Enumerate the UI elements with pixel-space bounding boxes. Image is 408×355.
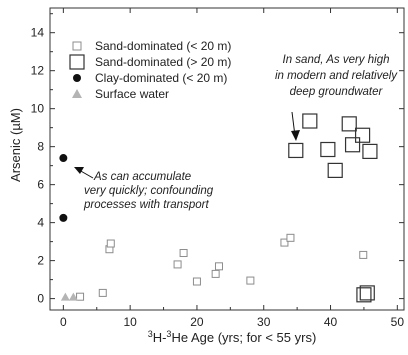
plot-frame <box>49 7 405 311</box>
legend-label-clay: Clay-dominated (< 20 m) <box>95 71 227 85</box>
legend: Sand-dominated (< 20 m) Sand-dominated (… <box>69 39 231 101</box>
annotation-clay-line-1: As can accumulate <box>93 171 191 183</box>
y-tick-label: 12 <box>31 64 45 78</box>
data-point-series-1 <box>344 137 361 153</box>
data-point-series-1 <box>327 162 343 178</box>
y-tick-label: 0 <box>37 292 44 306</box>
y-axis-label: Arsenic (µM) <box>8 108 23 182</box>
annotation-sand-arrowhead <box>291 130 300 141</box>
legend-label-sand-deep: Sand-dominated (> 20 m) <box>95 55 231 69</box>
data-point-series-0 <box>280 238 289 247</box>
annotation-clay-line-2: very quickly; confounding <box>84 185 214 197</box>
y-tick-label: 2 <box>37 254 44 268</box>
legend-marker-surface-water <box>72 89 82 98</box>
x-tick-label: 40 <box>324 315 338 329</box>
data-point-series-0 <box>359 250 368 259</box>
data-point-series-0 <box>211 269 220 278</box>
data-point-series-3 <box>68 292 78 301</box>
annotation-sand-line-1: In sand, As very high <box>283 54 390 66</box>
data-point-series-0 <box>286 233 295 242</box>
data-point-series-2 <box>59 213 68 222</box>
x-tick-label: 0 <box>60 315 67 329</box>
x-tick-label: 50 <box>391 315 405 329</box>
annotation-clay: As can accumulate very quickly; confound… <box>83 171 214 211</box>
annotation-sand: In sand, As very high in modern and rela… <box>275 54 398 98</box>
data-point-series-0 <box>246 276 255 285</box>
data-point-series-0 <box>173 260 182 269</box>
y-tick-label: 6 <box>37 178 44 192</box>
legend-label-sand-shallow: Sand-dominated (< 20 m) <box>95 39 231 53</box>
data-point-series-1 <box>302 113 318 129</box>
x-tick-label: 10 <box>123 315 137 329</box>
x-tick-label: 30 <box>257 315 271 329</box>
data-point-series-1 <box>320 141 336 158</box>
x-axis-label: 3H-3He Age (yrs; for < 55 yrs) <box>148 329 317 345</box>
annotation-sand-line-3: deep groundwater <box>290 86 384 98</box>
data-point-series-0 <box>98 288 107 297</box>
legend-marker-sand-shallow <box>72 41 82 51</box>
data-point-series-1 <box>288 142 304 159</box>
data-point-series-0 <box>214 262 223 271</box>
data-point-series-0 <box>179 249 188 258</box>
data-point-series-1 <box>354 127 371 143</box>
legend-label-surface-water: Surface water <box>95 87 169 101</box>
data-point-series-1 <box>356 287 372 303</box>
y-tick-label: 4 <box>37 216 44 230</box>
data-point-series-1 <box>341 116 357 132</box>
y-tick-label: 8 <box>37 140 44 154</box>
y-tick-label: 10 <box>31 102 45 116</box>
annotation-sand-line-2: in modern and relatively <box>275 70 398 82</box>
data-point-series-0 <box>192 277 201 286</box>
annotation-clay-arrowhead <box>74 167 84 174</box>
x-tick-label: 20 <box>190 315 204 329</box>
legend-marker-sand-deep <box>69 54 85 70</box>
annotation-clay-line-3: processes with transport <box>83 199 209 211</box>
data-point-series-2 <box>59 154 68 163</box>
data-point-series-0 <box>106 239 115 248</box>
data-point-series-0 <box>76 292 85 301</box>
legend-marker-clay <box>73 74 81 82</box>
data-point-series-1 <box>359 285 375 301</box>
data-point-series-3 <box>60 292 70 301</box>
y-tick-label: 14 <box>31 26 45 40</box>
data-point-series-1 <box>362 143 378 160</box>
